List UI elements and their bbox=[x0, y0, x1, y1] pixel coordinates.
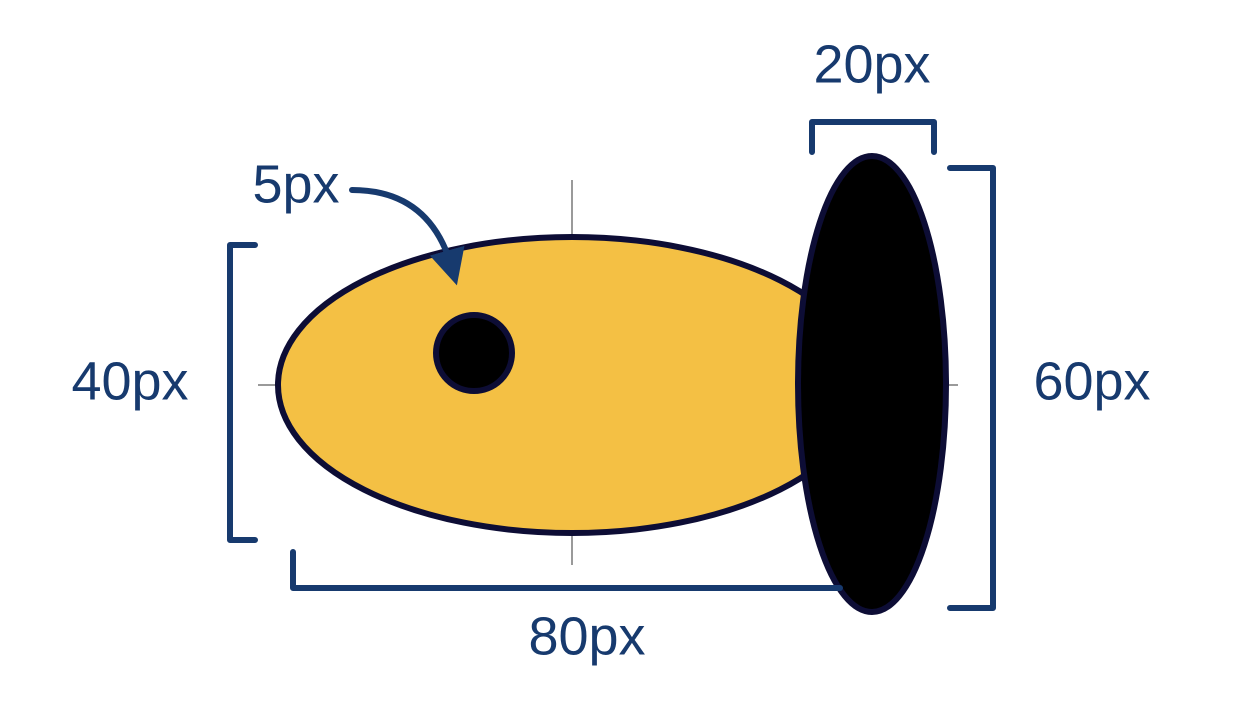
pupil-label: 5px bbox=[252, 154, 339, 214]
tail-ellipse bbox=[795, 153, 949, 615]
body-ellipse bbox=[275, 234, 869, 536]
top-bracket bbox=[809, 119, 937, 155]
bottom-bracket bbox=[290, 549, 843, 591]
width-label: 80px bbox=[528, 606, 645, 666]
left-bracket bbox=[227, 242, 258, 543]
eye-circle bbox=[433, 312, 515, 394]
height-label: 60px bbox=[1033, 351, 1150, 411]
width-label: 20px bbox=[813, 34, 930, 94]
height-label: 40px bbox=[71, 351, 188, 411]
pointer-arrow bbox=[349, 187, 465, 286]
right-bracket bbox=[947, 165, 996, 611]
